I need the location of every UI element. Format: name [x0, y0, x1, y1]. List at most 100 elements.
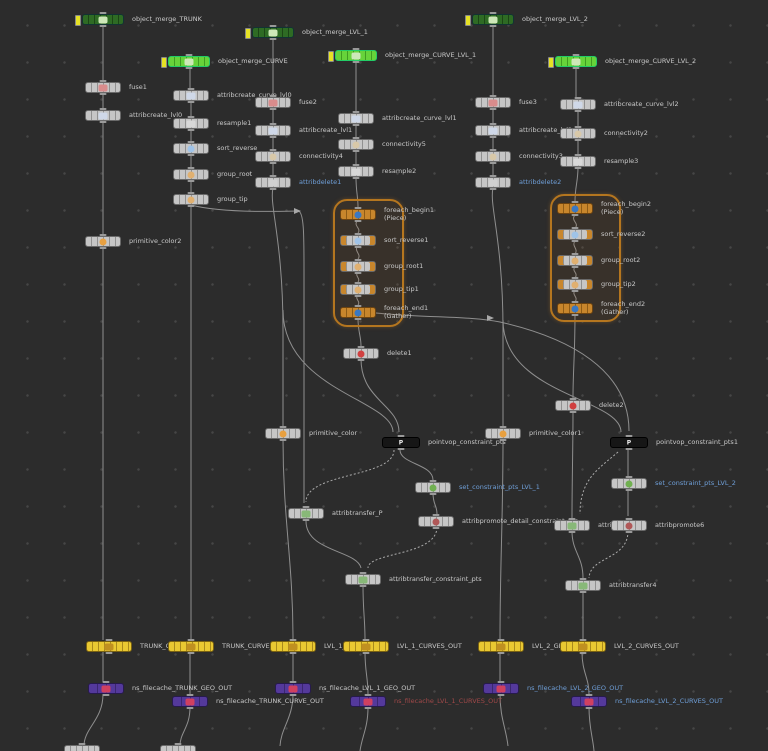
null-icon	[186, 643, 196, 650]
node-object-merge-lvl2[interactable]: object_merge_LVL_2	[465, 14, 588, 26]
node-fuse2[interactable]: fuse2	[255, 97, 317, 108]
node-label: attribcreate_curve_lvl0	[217, 90, 292, 99]
node-object-merge-lvl1[interactable]: object_merge_LVL_1	[245, 27, 368, 39]
node-object-merge-curve-lvl2[interactable]: object_merge_CURVE_LVL_2	[548, 56, 696, 68]
node-lvl2-geo-out[interactable]: LVL_2_GEO_OUT	[478, 641, 585, 652]
display-flag[interactable]	[548, 57, 554, 68]
node-foreach-end1[interactable]: foreach_end1 (Gather)	[340, 304, 429, 320]
node-attribdelete1[interactable]: attribdelete1	[255, 177, 341, 188]
node-connectivity3[interactable]: connectivity3	[475, 151, 563, 162]
node-label: attribpromote_detail_constraint_pts	[462, 516, 578, 525]
node-foreach-begin1[interactable]: foreach_begin1 (Piece)	[340, 206, 435, 222]
object-merge-icon	[268, 29, 278, 36]
node-group-root[interactable]: group_root	[173, 169, 252, 180]
node-object-merge-curve-lvl1[interactable]: object_merge_CURVE_LVL_1	[328, 50, 476, 62]
display-flag[interactable]	[328, 51, 334, 62]
node-fuse3[interactable]: fuse3	[475, 97, 537, 108]
color-icon	[499, 430, 507, 437]
node-primitive-color1[interactable]: primitive_color1	[485, 428, 581, 439]
node-attribcreate-curve-lvl0[interactable]: attribcreate_curve_lvl0	[173, 90, 292, 101]
display-flag[interactable]	[161, 57, 167, 68]
node-attribpromote-detail[interactable]: attribpromote_detail_constraint_pts	[418, 516, 578, 527]
node-filecache-trunk-curve[interactable]: ns_filecache_TRUNK_CURVE_OUT	[172, 696, 324, 707]
node-attribtransfer-constraint-pts[interactable]: attribtransfer_constraint_pts	[345, 574, 482, 585]
node-label: LVL_1_CURVES_OUT	[397, 641, 462, 650]
node-attribcreate-curve-lvl1[interactable]: attribcreate_curve_lvl1	[338, 113, 457, 124]
node-attribtransfer-p[interactable]: attribtransfer_P	[288, 508, 383, 519]
node-attribcreate-curve-lvl2[interactable]: attribcreate_curve_lvl2	[560, 99, 679, 110]
node-sort-reverse2[interactable]: sort_reverse2	[557, 229, 645, 240]
node-connectivity4[interactable]: connectivity4	[255, 151, 343, 162]
node-label: ns_filecache_LVL_2_CURVES_OUT	[615, 696, 723, 705]
attribcreate-icon	[573, 101, 583, 108]
node-object-merge-curve[interactable]: object_merge_CURVE	[161, 56, 288, 68]
node-filecache-trunk-geo[interactable]: ns_filecache_TRUNK_GEO_OUT	[88, 683, 232, 694]
filecache-icon	[496, 685, 506, 692]
node-label: object_merge_CURVE	[218, 56, 288, 65]
node-attribdelete2[interactable]: attribdelete2	[475, 177, 561, 188]
node-set-constraint-pts-lvl2[interactable]: set_constraint_pts_LVL_2	[611, 478, 736, 489]
node-filecache-lvl1-geo[interactable]: ns_filecache_LVL_1_GEO_OUT	[275, 683, 415, 694]
node-resample1[interactable]: resample1	[173, 118, 251, 129]
node-label: ns_filecache_LVL_2_GEO_OUT	[527, 683, 624, 692]
display-flag[interactable]	[245, 28, 251, 39]
node-attribcreate-lvl0[interactable]: attribcreate_lvl0	[85, 110, 182, 121]
display-flag[interactable]	[465, 15, 471, 26]
node-lvl1-curves-out[interactable]: LVL_1_CURVES_OUT	[343, 641, 462, 652]
node-attribcreate-lvl2[interactable]: attribcreate_lvl2	[475, 125, 572, 136]
node-trunk-curve-out[interactable]: TRUNK_CURVE_OUT	[168, 641, 287, 652]
node-label: foreach_end1 (Gather)	[384, 304, 429, 320]
node-sort-reverse[interactable]: sort_reverse	[173, 143, 257, 154]
node-connectivity5[interactable]: connectivity5	[338, 139, 426, 150]
attribpromote-icon	[432, 518, 440, 525]
node-label: attribtransfer4	[609, 580, 657, 589]
node-label: TRUNK_CURVE_OUT	[222, 641, 287, 650]
foreach-icon	[571, 305, 579, 312]
node-group-tip[interactable]: group_tip	[173, 194, 248, 205]
node-set-constraint-pts-lvl1[interactable]: set_constraint_pts_LVL_1	[415, 482, 540, 493]
node-primitive-color2[interactable]: primitive_color2	[85, 236, 181, 247]
connectivity-icon	[352, 141, 360, 148]
node-group-root1[interactable]: group_root1	[340, 261, 423, 272]
node-delete1[interactable]: delete1	[343, 348, 412, 359]
node-label: foreach_begin1 (Piece)	[384, 206, 435, 222]
node-delete2[interactable]: delete2	[555, 400, 624, 411]
node-partial-bottom-1[interactable]	[64, 745, 100, 751]
sort-icon	[187, 145, 195, 152]
set-icon	[429, 484, 437, 491]
node-filecache-lvl2-geo[interactable]: ns_filecache_LVL_2_GEO_OUT	[483, 683, 623, 694]
foreach-icon	[571, 205, 579, 212]
group-icon	[571, 281, 579, 288]
fuse-icon	[98, 84, 108, 91]
node-primitive-color[interactable]: primitive_color	[265, 428, 357, 439]
node-group-tip1[interactable]: group_tip1	[340, 284, 419, 295]
node-resample3[interactable]: resample3	[560, 156, 638, 167]
node-group-root2[interactable]: group_root2	[557, 255, 640, 266]
node-foreach-begin2[interactable]: foreach_begin2 (Piece)	[557, 200, 652, 216]
node-partial-bottom-2[interactable]	[160, 745, 196, 751]
node-sort-reverse1[interactable]: sort_reverse1	[340, 235, 428, 246]
node-attribtransfer4[interactable]: attribtransfer4	[565, 580, 657, 591]
node-attribpromote6[interactable]: attribpromote6	[611, 520, 704, 531]
node-label: foreach_begin2 (Piece)	[601, 200, 652, 216]
node-fuse1[interactable]: fuse1	[85, 82, 147, 93]
node-resample2[interactable]: resample2	[338, 166, 416, 177]
node-object-merge-trunk[interactable]: object_merge_TRUNK	[75, 14, 202, 26]
node-group-tip2[interactable]: group_tip2	[557, 279, 636, 290]
node-label: ns_filecache_TRUNK_CURVE_OUT	[216, 696, 324, 705]
node-foreach-end2[interactable]: foreach_end2 (Gather)	[557, 300, 645, 315]
resample-icon	[186, 120, 196, 127]
node-lvl2-curves-out[interactable]: LVL_2_CURVES_OUT	[560, 641, 679, 652]
node-label: group_root1	[384, 261, 424, 270]
null-icon	[104, 643, 114, 650]
node-label: fuse1	[129, 82, 147, 91]
node-filecache-lvl2-curves[interactable]: ns_filecache_LVL_2_CURVES_OUT	[571, 696, 723, 707]
node-connectivity2[interactable]: connectivity2	[560, 128, 648, 139]
node-filecache-lvl1-curves[interactable]: ns_filecache_LVL_1_CURVES_OUT	[350, 696, 502, 707]
null-icon	[361, 643, 371, 650]
display-flag[interactable]	[75, 15, 81, 26]
node-attribcreate-lvl1[interactable]: attribcreate_lvl1	[255, 125, 352, 136]
